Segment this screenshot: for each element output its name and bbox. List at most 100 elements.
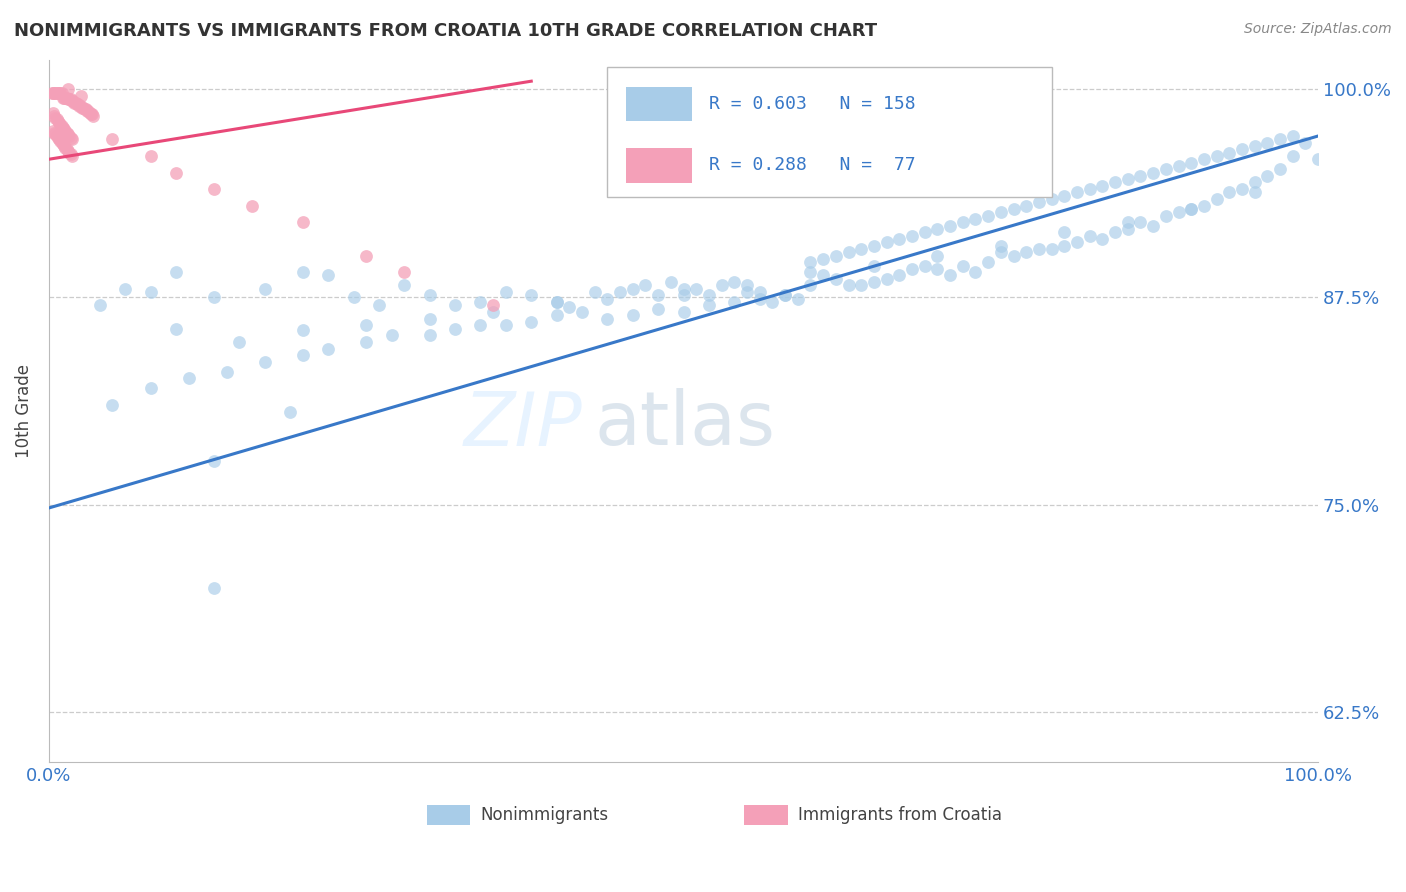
Point (165, 165, 187, 179)
Point (69, 89, 91, 103)
Point (202, 581, 225, 595)
Text: NONIMMIGRANTS VS IMMIGRANTS FROM CROATIA 10TH GRADE CORRELATION CHART: NONIMMIGRANTS VS IMMIGRANTS FROM CROATIA… (14, 22, 877, 40)
Point (139, 285, 162, 299)
Point (811, 268, 834, 283)
Point (889, 268, 911, 283)
Point (419, 328, 441, 343)
FancyBboxPatch shape (627, 148, 692, 183)
Point (253, 355, 276, 369)
Point (49, 117, 72, 131)
Point (55, 126, 77, 140)
Point (609, 285, 631, 299)
Point (291, 215, 314, 229)
Point (838, 278, 860, 293)
Point (70, 101, 93, 115)
Point (1028, 195, 1050, 210)
Point (583, 285, 606, 299)
Point (69, 99, 91, 113)
Point (228, 334, 250, 349)
Point (1053, 238, 1076, 252)
Point (368, 298, 391, 312)
Point (876, 272, 898, 286)
Point (1180, 155, 1202, 169)
Point (79, 105, 101, 120)
Point (621, 282, 644, 296)
Point (482, 298, 505, 312)
Point (80, 107, 103, 121)
Point (786, 292, 808, 306)
Point (977, 209, 1000, 223)
Point (1281, 149, 1303, 163)
Point (851, 278, 873, 293)
Point (482, 305, 505, 319)
Point (1104, 225, 1126, 239)
FancyBboxPatch shape (627, 87, 692, 121)
Point (965, 212, 987, 227)
Point (773, 288, 796, 302)
Point (710, 278, 733, 293)
Point (291, 265, 314, 279)
Point (990, 245, 1012, 260)
Point (470, 318, 492, 333)
Point (672, 288, 695, 302)
Point (901, 261, 924, 276)
Point (42, 126, 65, 140)
Point (546, 295, 568, 310)
Point (990, 205, 1012, 219)
Point (202, 454, 225, 468)
Point (735, 285, 758, 299)
Point (51, 86, 73, 100)
Y-axis label: 10th Grade: 10th Grade (15, 364, 32, 458)
Point (44, 128, 66, 142)
Point (356, 764, 378, 778)
Point (672, 282, 695, 296)
Point (520, 315, 543, 329)
Point (863, 259, 886, 273)
Point (1066, 235, 1088, 250)
Point (1129, 169, 1152, 183)
Point (56, 92, 79, 106)
Point (45, 112, 67, 127)
Point (42, 86, 65, 100)
Point (139, 381, 162, 395)
Point (48, 86, 70, 100)
Text: Nonimmigrants: Nonimmigrants (481, 805, 609, 823)
Point (1192, 199, 1215, 213)
Point (72, 101, 94, 115)
Point (697, 288, 720, 302)
Point (1154, 162, 1177, 177)
Point (51, 119, 73, 133)
Point (48, 132, 70, 146)
Point (73, 103, 96, 117)
Point (59, 147, 82, 161)
Point (63, 95, 86, 110)
Point (46, 114, 69, 128)
Text: R = 0.288   N =  77: R = 0.288 N = 77 (709, 156, 915, 175)
Point (44, 86, 66, 100)
Point (824, 248, 846, 262)
Point (48, 116, 70, 130)
Point (1218, 145, 1240, 160)
Point (381, 328, 404, 343)
Point (42, 105, 65, 120)
Point (1015, 245, 1038, 260)
Point (49, 86, 72, 100)
Point (394, 265, 416, 279)
Point (165, 321, 187, 335)
Point (647, 288, 669, 302)
Point (685, 282, 707, 296)
Point (1116, 215, 1139, 229)
Point (1256, 169, 1278, 183)
Point (65, 95, 87, 110)
Point (697, 298, 720, 312)
Point (202, 290, 225, 304)
Point (42, 124, 65, 138)
Point (1205, 149, 1227, 163)
Point (1308, 153, 1330, 167)
Point (82, 109, 104, 123)
Point (495, 318, 517, 333)
Point (558, 300, 581, 314)
Point (45, 86, 67, 100)
Point (1053, 225, 1076, 239)
Point (101, 398, 124, 412)
